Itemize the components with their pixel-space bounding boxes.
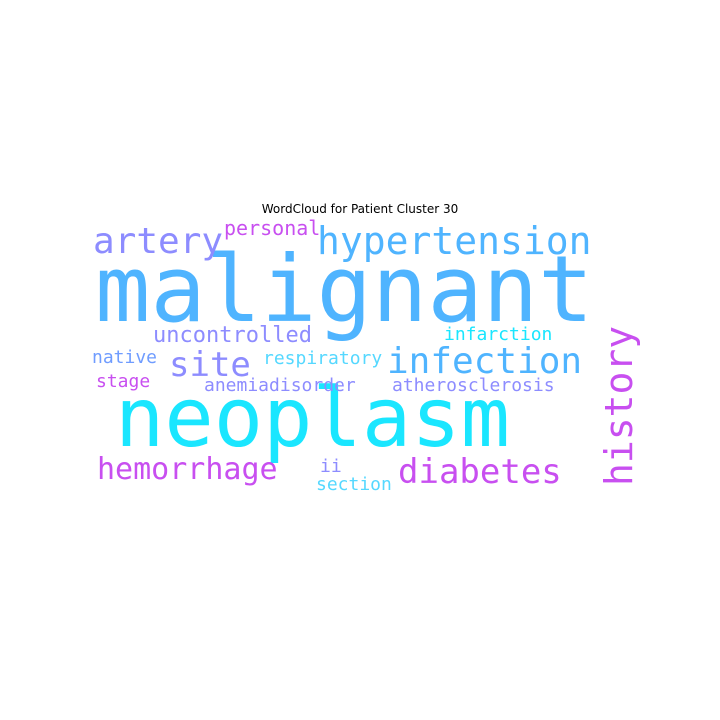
word-artery: artery [93, 221, 224, 262]
word-uncontrolled: uncontrolled [153, 323, 312, 348]
word-malignant: malignant [95, 236, 594, 343]
word-diabetes: diabetes [398, 452, 562, 492]
word-infarction: infarction [444, 324, 553, 345]
word-stage: stage [96, 371, 151, 392]
wordcloud: malignant neoplasm hypertension artery p… [90, 216, 641, 500]
word-atherosclerosis: atherosclerosis [392, 375, 555, 396]
word-history: history [597, 325, 641, 486]
word-infection: infection [387, 341, 583, 382]
word-ii: ii [320, 456, 342, 477]
word-anemiadisorder: anemiadisorder [204, 375, 356, 396]
word-native: native [92, 347, 158, 368]
word-hemorrhage: hemorrhage [97, 452, 278, 487]
chart-title: WordCloud for Patient Cluster 30 [261, 202, 459, 216]
word-personal: personal [224, 216, 321, 240]
word-section: section [316, 474, 392, 495]
word-respiratory: respiratory [263, 348, 383, 369]
word-site: site [169, 345, 251, 385]
word-hypertension: hypertension [317, 219, 592, 263]
word-neoplasm: neoplasm [115, 371, 510, 466]
